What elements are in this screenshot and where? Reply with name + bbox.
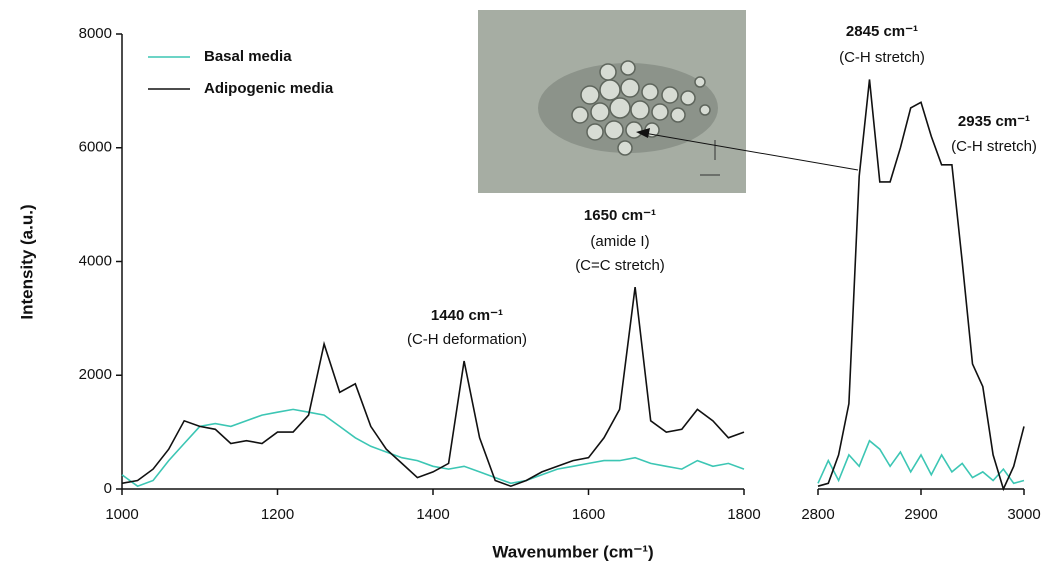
y-tick-label: 2000 [79,366,112,383]
x-tick-label: 1200 [261,506,294,523]
y-tick-label: 0 [104,480,112,497]
x-tick-label: 2800 [801,506,834,523]
series-line [817,439,1025,485]
legend-label: Basal media [204,48,292,65]
series-line [817,79,1025,492]
annotation-note: (C-H stretch) [951,138,1037,155]
x-axis-label: Wavenumber (cm⁻¹) [492,542,653,561]
pointer-line [643,132,859,171]
y-tick-label: 6000 [79,139,112,156]
annotation-note: (C-H stretch) [839,49,925,66]
inset-image [478,10,746,193]
y-tick-label: 8000 [79,25,112,42]
y-tick-label: 4000 [79,252,112,269]
annotation-note: (C=C stretch) [575,257,665,274]
x-tick-label: 2900 [904,506,937,523]
y-axis-label: Intensity (a.u.) [17,204,36,319]
x-tick-label: 1400 [416,506,449,523]
x-tick-label: 1000 [105,506,138,523]
annotation-label: 1650 cm⁻¹ [584,207,656,224]
x-tick-label: 3000 [1007,506,1040,523]
annotation-note: (amide I) [590,233,649,250]
annotation-label: 2845 cm⁻¹ [846,23,918,40]
legend-label: Adipogenic media [204,80,334,97]
series-line [121,408,745,488]
series-line [121,286,745,488]
x-tick-label: 1800 [727,506,760,523]
pointer-head [636,128,650,138]
annotation-label: 2935 cm⁻¹ [958,113,1030,130]
annotation-note: (C-H deformation) [407,331,527,348]
x-tick-label: 1600 [572,506,605,523]
annotation-label: 1440 cm⁻¹ [431,307,503,324]
